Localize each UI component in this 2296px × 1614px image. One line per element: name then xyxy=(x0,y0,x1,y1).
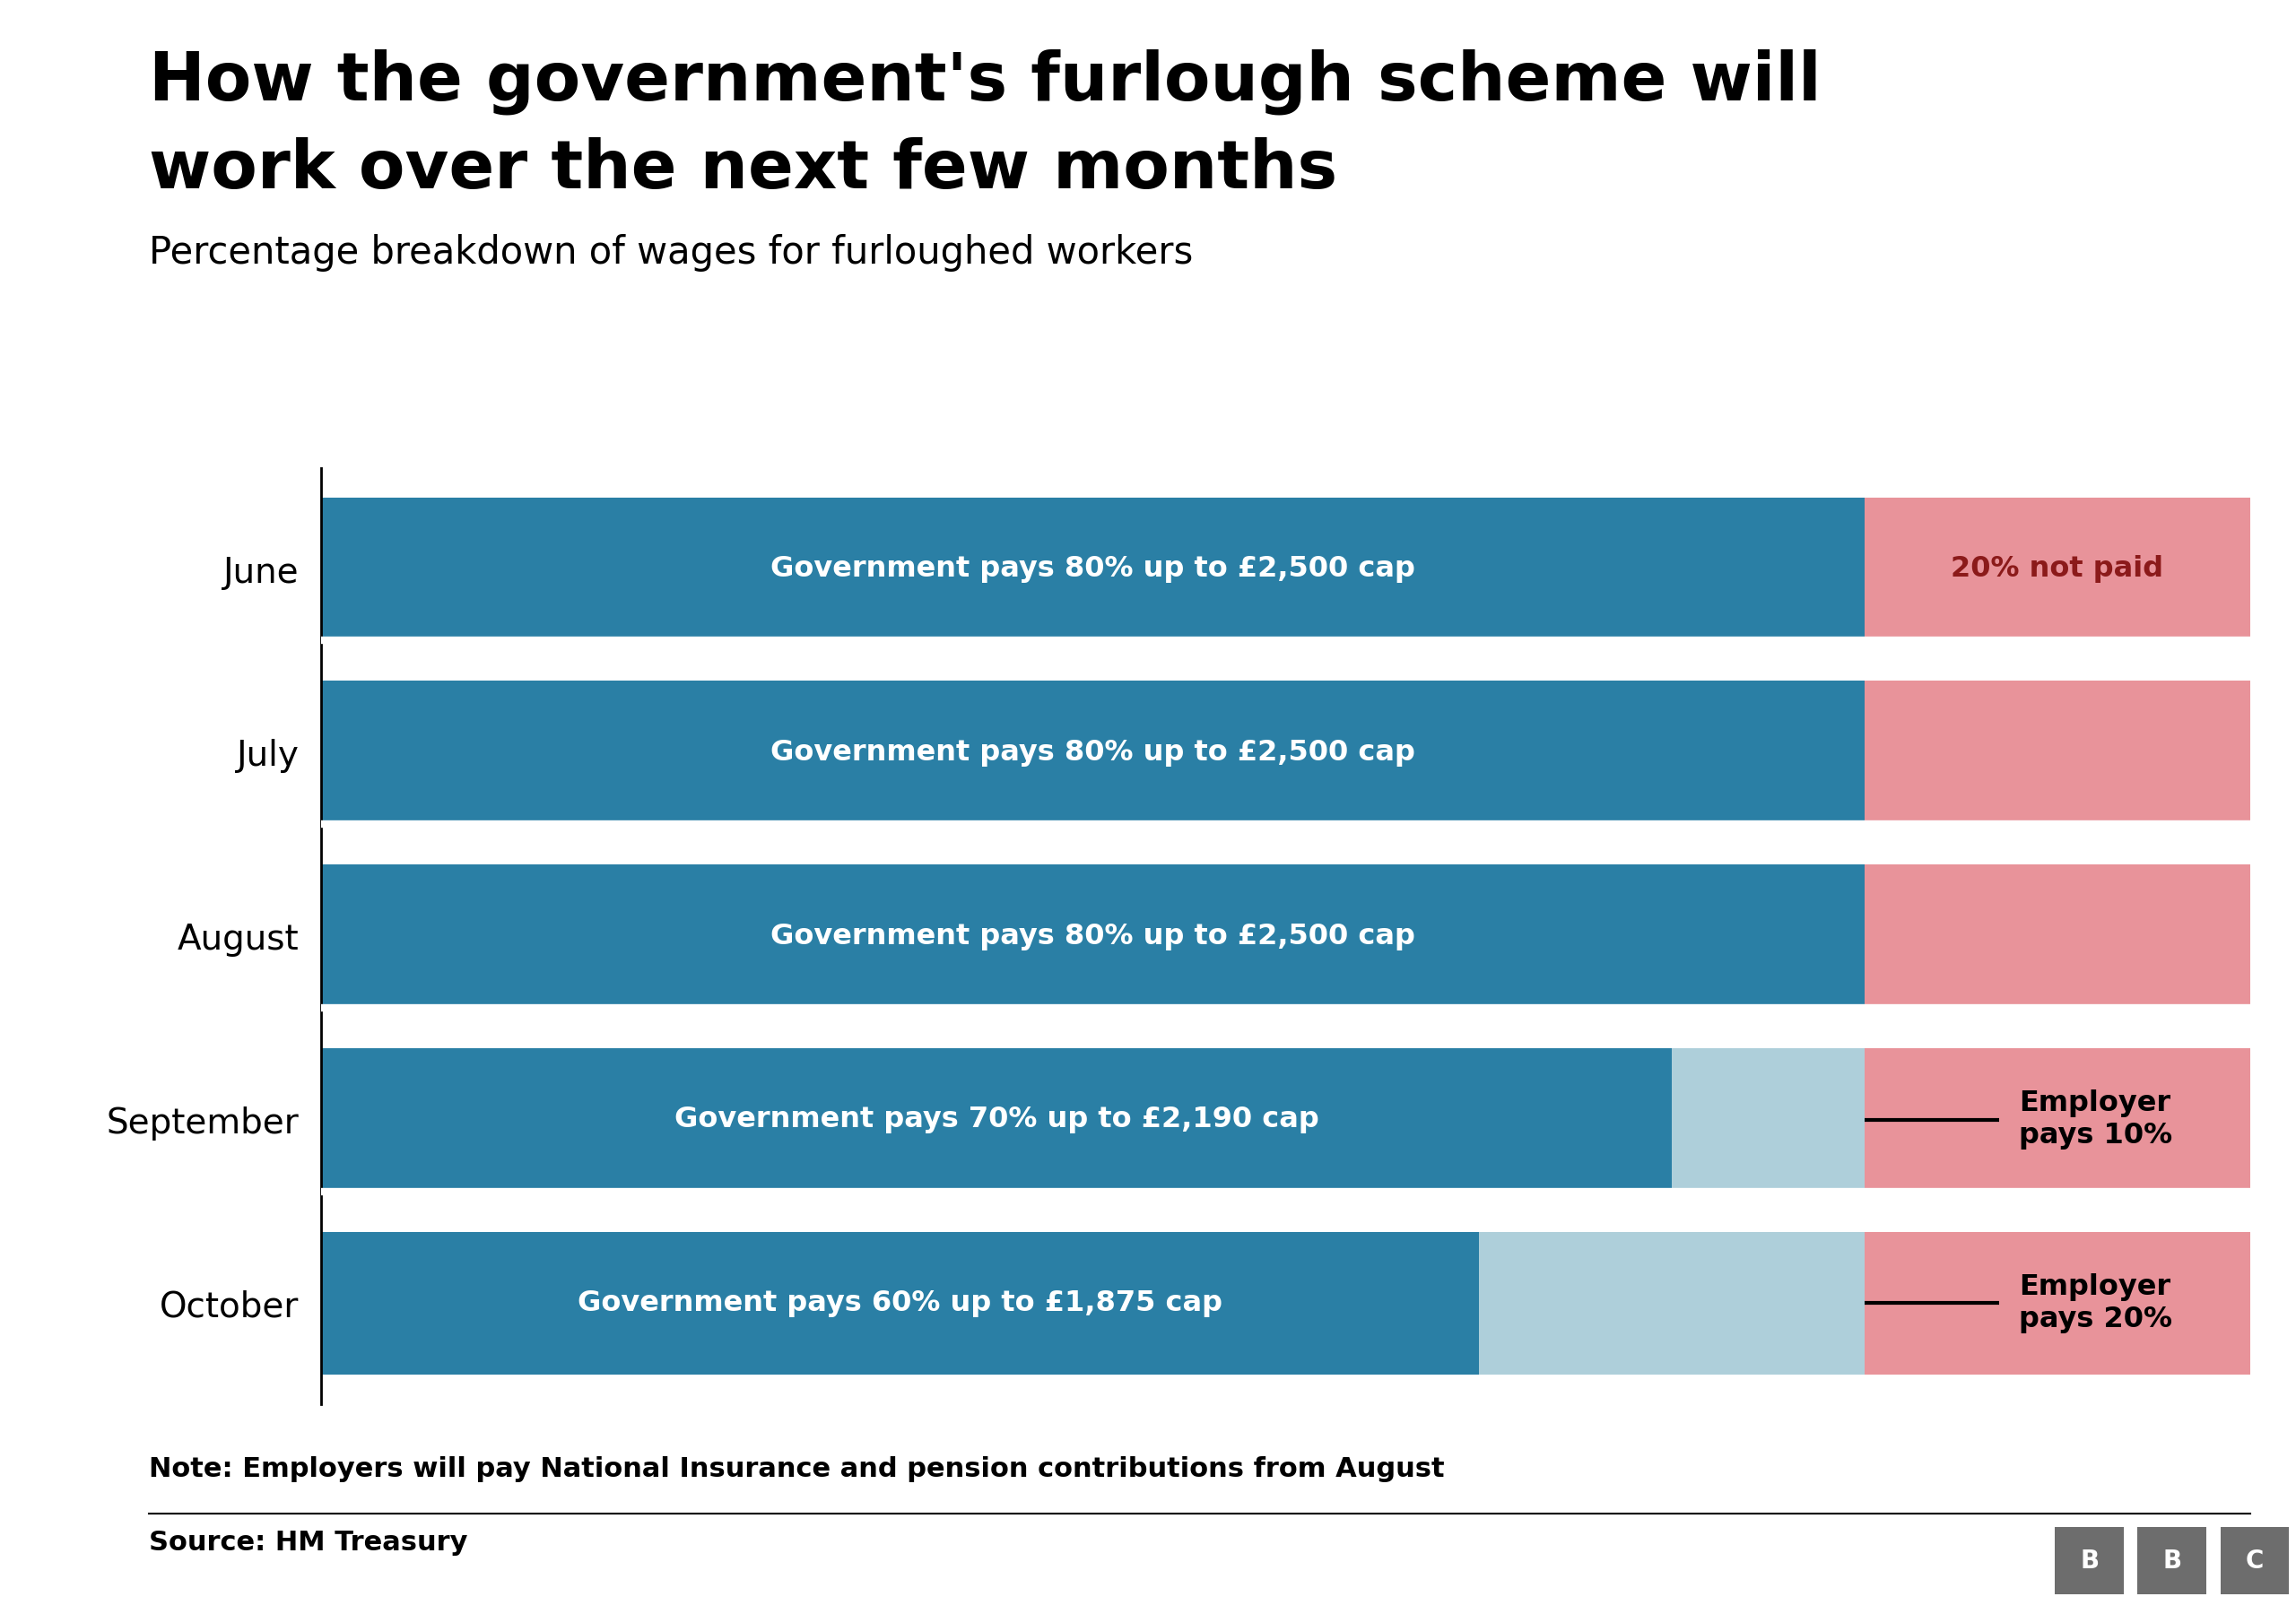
Text: How the government's furlough scheme will: How the government's furlough scheme wil… xyxy=(149,48,1821,115)
Text: Government pays 60% up to £1,875 cap: Government pays 60% up to £1,875 cap xyxy=(579,1290,1221,1317)
Text: C: C xyxy=(2245,1548,2264,1574)
Bar xyxy=(321,1231,1479,1375)
Bar xyxy=(1864,1047,2250,1191)
Bar xyxy=(321,497,1864,641)
Text: Employer
pays 20%: Employer pays 20% xyxy=(2018,1273,2172,1333)
Text: Government pays 80% up to £2,500 cap: Government pays 80% up to £2,500 cap xyxy=(771,555,1414,583)
Text: Government pays 80% up to £2,500 cap: Government pays 80% up to £2,500 cap xyxy=(771,922,1414,951)
Bar xyxy=(1864,865,2250,1007)
Text: work over the next few months: work over the next few months xyxy=(149,137,1339,203)
Bar xyxy=(1864,681,2250,825)
Text: Note: Employers will pay National Insurance and pension contributions from Augus: Note: Employers will pay National Insura… xyxy=(149,1456,1444,1482)
Text: Government pays 70% up to £2,190 cap: Government pays 70% up to £2,190 cap xyxy=(675,1106,1318,1133)
Bar xyxy=(321,681,1864,825)
Bar xyxy=(1479,1231,1864,1375)
Bar xyxy=(321,1047,1671,1191)
Text: Government pays 80% up to £2,500 cap: Government pays 80% up to £2,500 cap xyxy=(771,739,1414,767)
Text: Employer
pays 10%: Employer pays 10% xyxy=(2018,1089,2172,1149)
Text: Source: HM Treasury: Source: HM Treasury xyxy=(149,1530,468,1556)
Bar xyxy=(1671,1047,1864,1191)
Text: B: B xyxy=(2163,1548,2181,1574)
Bar xyxy=(1864,1231,2250,1375)
Text: B: B xyxy=(2080,1548,2099,1574)
Text: 20% not paid: 20% not paid xyxy=(1952,555,2163,583)
Text: Percentage breakdown of wages for furloughed workers: Percentage breakdown of wages for furlou… xyxy=(149,234,1194,271)
Bar xyxy=(321,865,1864,1007)
Bar xyxy=(1864,497,2250,641)
